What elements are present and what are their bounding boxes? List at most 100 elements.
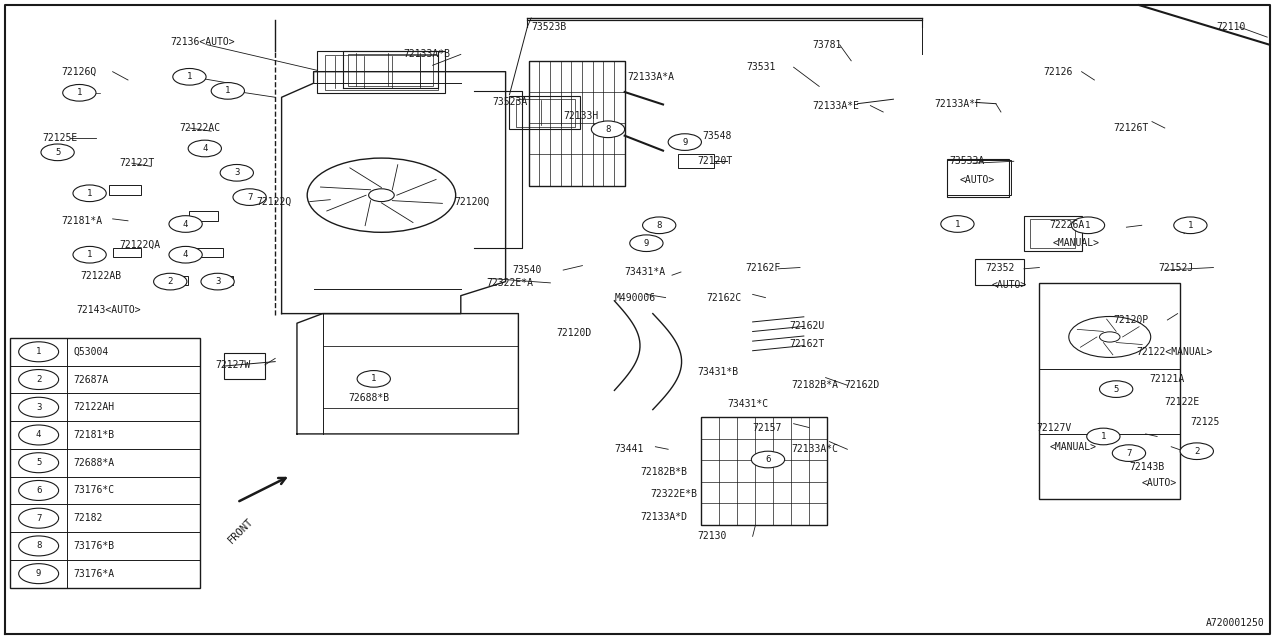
Text: 72127W: 72127W — [215, 360, 251, 370]
Text: 72122QA: 72122QA — [119, 239, 160, 250]
Circle shape — [201, 273, 234, 290]
Text: 73176*C: 73176*C — [73, 486, 115, 495]
Text: 72122AC: 72122AC — [179, 123, 220, 133]
Circle shape — [1180, 443, 1213, 460]
Circle shape — [184, 74, 200, 82]
Text: 1: 1 — [36, 348, 41, 356]
Text: 5: 5 — [1114, 385, 1119, 394]
Text: 3: 3 — [36, 403, 41, 412]
Text: 72122<MANUAL>: 72122<MANUAL> — [1137, 347, 1213, 357]
Text: 2: 2 — [1194, 447, 1199, 456]
Bar — [1024, 216, 1082, 251]
Text: 72125E: 72125E — [42, 132, 78, 143]
Bar — [509, 96, 580, 129]
Text: 72152J: 72152J — [1158, 262, 1194, 273]
Text: 6: 6 — [765, 455, 771, 464]
Text: 8: 8 — [36, 541, 41, 550]
Text: 72122AB: 72122AB — [81, 271, 122, 282]
Text: 1: 1 — [187, 72, 192, 81]
Circle shape — [41, 144, 74, 161]
Text: 72122E: 72122E — [1165, 397, 1201, 407]
Text: 72157: 72157 — [753, 422, 782, 433]
Text: 4: 4 — [202, 144, 207, 153]
Text: 72322E*B: 72322E*B — [650, 489, 698, 499]
Text: 72122Q: 72122Q — [256, 196, 292, 207]
Bar — [160, 276, 188, 285]
Text: 2: 2 — [168, 277, 173, 286]
Circle shape — [220, 164, 253, 181]
Text: 73431*B: 73431*B — [698, 367, 739, 378]
Text: 72130: 72130 — [698, 531, 727, 541]
Text: 72162U: 72162U — [790, 321, 826, 332]
Circle shape — [357, 371, 390, 387]
Circle shape — [73, 246, 106, 263]
Text: <MANUAL>: <MANUAL> — [1052, 238, 1100, 248]
Circle shape — [751, 451, 785, 468]
Text: 72162T: 72162T — [790, 339, 826, 349]
Text: 72133A*C: 72133A*C — [791, 444, 838, 454]
Text: 72162F: 72162F — [745, 262, 781, 273]
Circle shape — [200, 145, 215, 152]
Circle shape — [591, 121, 625, 138]
Circle shape — [169, 246, 202, 263]
Bar — [701, 417, 827, 525]
Bar — [224, 353, 265, 379]
Text: 7: 7 — [36, 514, 41, 523]
Text: 73441: 73441 — [614, 444, 644, 454]
Text: 7: 7 — [247, 193, 252, 202]
Text: <MANUAL>: <MANUAL> — [1050, 442, 1097, 452]
Text: 72687A: 72687A — [73, 374, 109, 385]
Text: 73431*A: 73431*A — [625, 267, 666, 277]
Text: 73176*A: 73176*A — [73, 569, 115, 579]
Text: 1: 1 — [1101, 432, 1106, 441]
Text: 1: 1 — [87, 189, 92, 198]
Circle shape — [941, 216, 974, 232]
Text: 72226A: 72226A — [1050, 220, 1085, 230]
Text: 72162C: 72162C — [707, 292, 742, 303]
Circle shape — [1174, 217, 1207, 234]
Text: <AUTO>: <AUTO> — [960, 175, 996, 186]
Text: 1: 1 — [87, 250, 92, 259]
Text: 72688*B: 72688*B — [348, 393, 389, 403]
Text: 72133H: 72133H — [563, 111, 599, 122]
Text: 1: 1 — [77, 88, 82, 97]
Text: 72182: 72182 — [73, 513, 102, 523]
Text: 72143B: 72143B — [1129, 462, 1165, 472]
Bar — [947, 159, 1009, 197]
Circle shape — [225, 88, 241, 95]
Text: 72133A*F: 72133A*F — [934, 99, 982, 109]
Bar — [10, 338, 200, 588]
Text: 3: 3 — [215, 277, 220, 286]
Text: <AUTO>: <AUTO> — [1142, 478, 1178, 488]
Text: 4: 4 — [183, 250, 188, 259]
Text: 72182B*B: 72182B*B — [640, 467, 687, 477]
Text: 72133A*B: 72133A*B — [403, 49, 451, 60]
Bar — [678, 154, 714, 168]
Bar — [189, 211, 218, 221]
Text: 4: 4 — [36, 431, 41, 440]
Text: 72688*A: 72688*A — [73, 458, 115, 468]
Text: 73523A: 73523A — [493, 97, 529, 108]
Text: M490006: M490006 — [614, 292, 655, 303]
Text: 72181*A: 72181*A — [61, 216, 102, 226]
Text: 72110: 72110 — [1216, 22, 1245, 32]
Text: 3: 3 — [234, 168, 239, 177]
Text: 72162D: 72162D — [845, 380, 881, 390]
Bar — [195, 248, 223, 257]
Text: 5: 5 — [36, 458, 41, 467]
Text: 73176*B: 73176*B — [73, 541, 115, 551]
Text: 72120Q: 72120Q — [454, 196, 490, 207]
Circle shape — [1071, 217, 1105, 234]
Circle shape — [173, 68, 206, 85]
Circle shape — [1100, 381, 1133, 397]
Text: 72126: 72126 — [1043, 67, 1073, 77]
Text: 72136<AUTO>: 72136<AUTO> — [170, 36, 234, 47]
Bar — [325, 55, 438, 90]
Circle shape — [233, 168, 248, 175]
Text: 72133A*D: 72133A*D — [640, 512, 687, 522]
Text: 72182B*A: 72182B*A — [791, 380, 838, 390]
Text: 1: 1 — [955, 220, 960, 228]
Circle shape — [668, 134, 701, 150]
Circle shape — [154, 273, 187, 290]
Text: 5: 5 — [55, 148, 60, 157]
